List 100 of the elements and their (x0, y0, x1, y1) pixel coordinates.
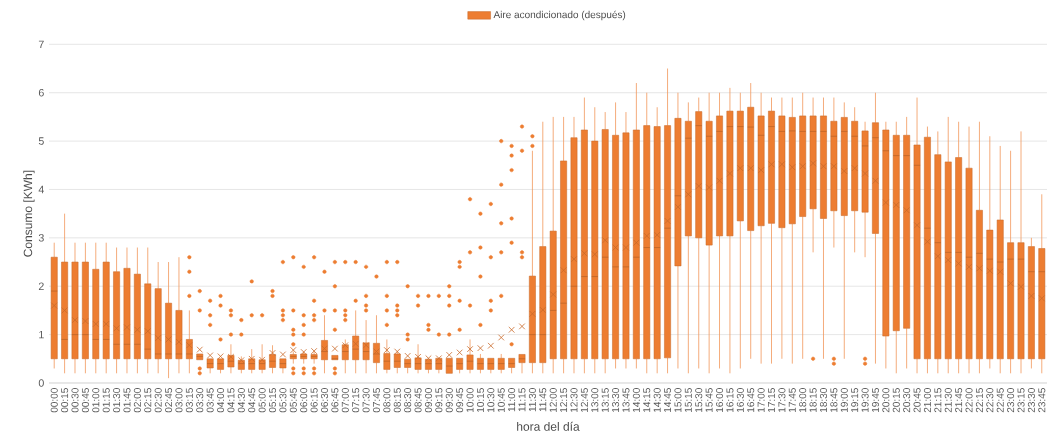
x-tick-label: 15:00 (674, 388, 682, 412)
x-tick-label: 17:30 (778, 388, 786, 412)
x-tick-label: 03:30 (196, 388, 204, 413)
x-tick-label: 19:15 (851, 388, 859, 412)
x-tick-label: 09:15 (435, 388, 443, 413)
x-tick-label: 00:00 (50, 388, 58, 413)
x-tick-label: 02:45 (165, 388, 173, 413)
x-tick-label: 17:45 (788, 388, 796, 412)
x-tick-label: 01:15 (102, 388, 110, 413)
x-tick-label: 04:30 (237, 388, 245, 413)
x-tick-label: 08:45 (414, 388, 422, 413)
x-tick-label: 11:45 (539, 388, 547, 412)
x-tick-label: 12:30 (570, 388, 578, 412)
x-tick-label: 13:45 (622, 388, 630, 412)
x-tick-label: 11:00 (508, 388, 516, 412)
x-tick-label: 20:00 (882, 388, 890, 413)
x-tick-label: 20:15 (892, 388, 900, 413)
y-axis-title: Consumo [KWh] (23, 170, 35, 257)
x-tick-label: 06:30 (320, 388, 329, 413)
x-tick-label: 14:45 (664, 388, 672, 412)
x-tick-label: 04:45 (248, 388, 256, 413)
x-tick-label: 14:15 (643, 388, 651, 412)
x-tick-label: 07:15 (352, 388, 360, 413)
y-tick-label: 6 (38, 88, 44, 97)
x-tick-label: 16:15 (726, 388, 734, 412)
x-tick-label: 11:30 (528, 388, 536, 412)
x-tick-label: 21:00 (923, 388, 931, 413)
y-tick-label: 1 (39, 330, 44, 339)
x-tick-label: 08:00 (383, 388, 391, 413)
x-tick-label: 16:30 (736, 388, 744, 412)
x-tick-label: 06:15 (310, 388, 318, 413)
x-tick-label: 18:00 (799, 388, 807, 412)
x-tick-label: 15:15 (684, 388, 692, 412)
x-tick-label: 21:15 (934, 388, 942, 413)
x-tick-label: 15:45 (705, 388, 713, 412)
x-tick-label: 22:45 (996, 388, 1004, 413)
x-tick-label: 04:15 (227, 388, 235, 413)
x-tick-label: 00:15 (61, 388, 69, 413)
x-tick-label: 23:45 (1038, 388, 1046, 413)
x-tick-label: 10:15 (476, 388, 484, 412)
x-tick-label: 13:30 (612, 388, 620, 412)
x-tick-label: 09:30 (445, 388, 453, 413)
x-tick-label: 17:15 (768, 388, 775, 412)
x-tick-label: 05:00 (258, 388, 266, 413)
x-tick-label: 18:30 (819, 388, 828, 412)
x-tick-label: 18:15 (809, 388, 817, 412)
y-tick-label: 7 (38, 40, 44, 48)
x-tick-label: 16:45 (747, 388, 755, 412)
x-tick-label: 10:00 (466, 388, 474, 412)
x-tick-label: 00:30 (71, 388, 79, 413)
x-tick-label: 07:45 (372, 388, 381, 413)
x-tick-label: 05:30 (279, 388, 287, 413)
x-tick-label: 22:00 (965, 388, 973, 413)
x-tick-label: 12:15 (560, 388, 568, 412)
x-tick-label: 08:15 (393, 388, 401, 413)
legend-label: Aire acondicionado (después) (493, 10, 626, 21)
x-tick-label: 04:00 (217, 388, 225, 413)
x-tick-label: 09:00 (424, 388, 432, 413)
y-tick-label: 2 (38, 282, 44, 290)
x-tick-label: 01:00 (92, 388, 100, 413)
x-tick-label: 05:15 (268, 388, 277, 413)
x-tick-label: 15:30 (695, 388, 703, 412)
x-tick-label: 07:00 (341, 388, 349, 413)
x-tick-label: 14:30 (653, 388, 661, 412)
x-tick-label: 12:00 (549, 388, 557, 412)
x-tick-label: 21:45 (955, 388, 963, 413)
x-tick-label: 09:45 (456, 388, 464, 413)
x-tick-label: 22:15 (975, 388, 983, 413)
x-axis-title: hora del día (517, 421, 580, 431)
x-tick-label: 06:45 (331, 388, 339, 413)
x-tick-label: 10:45 (497, 388, 505, 412)
x-tick-label: 23:15 (1017, 388, 1025, 413)
x-tick-label: 13:15 (601, 388, 609, 412)
x-tick-label: 11:15 (518, 388, 526, 412)
x-tick-label: 20:45 (913, 388, 921, 413)
x-tick-label: 02:15 (144, 388, 152, 413)
x-tick-label: 22:30 (986, 388, 994, 413)
x-tick-label: 19:45 (871, 388, 880, 412)
x-tick-label: 01:30 (113, 388, 121, 413)
y-tick-label: 0 (38, 379, 44, 387)
x-tick-label: 07:30 (362, 388, 370, 413)
x-tick-label: 03:00 (175, 388, 183, 413)
x-tick-label: 16:00 (715, 388, 724, 412)
x-tick-label: 23:30 (1027, 388, 1035, 413)
x-tick-label: 19:00 (840, 388, 848, 412)
x-tick-label: 12:45 (580, 388, 588, 412)
y-tick-label: 3 (38, 234, 44, 242)
x-tick-label: 10:30 (487, 388, 495, 412)
x-tick-label: 08:30 (404, 388, 412, 413)
x-tick-label: 21:30 (944, 388, 952, 413)
x-tick-label: 00:45 (81, 388, 89, 413)
x-tick-label: 05:45 (289, 388, 297, 413)
x-tick-label: 19:30 (861, 388, 869, 412)
x-tick-label: 14:00 (632, 388, 640, 412)
x-tick-label: 03:15 (185, 388, 193, 413)
x-tick-label: 01:45 (123, 388, 131, 413)
x-tick-label: 03:45 (206, 388, 214, 413)
x-tick-label: 13:00 (591, 388, 599, 412)
x-tick-label: 18:45 (830, 388, 838, 412)
x-tick-label: 17:00 (757, 388, 765, 412)
